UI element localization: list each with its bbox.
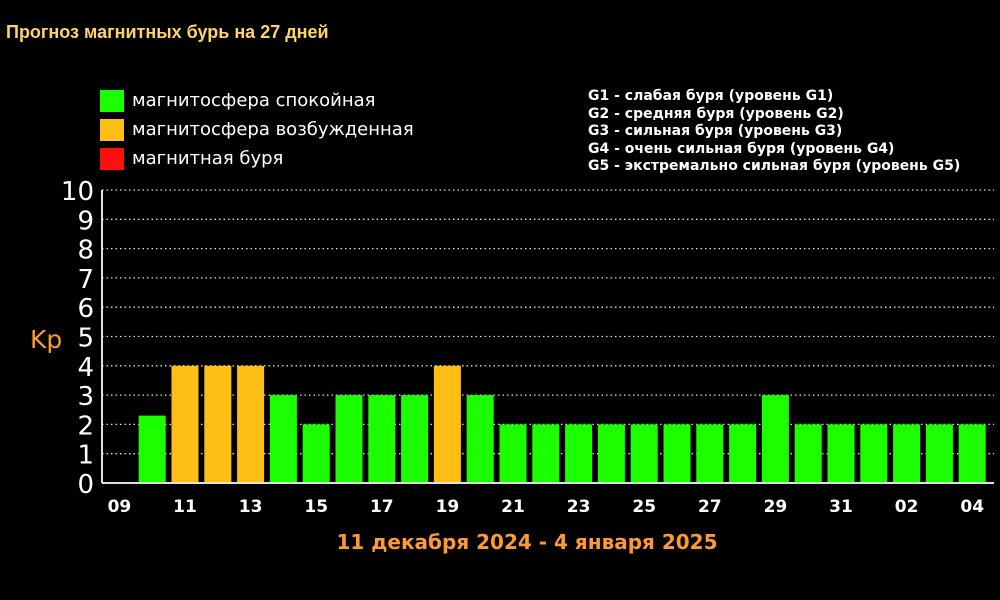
bar xyxy=(138,415,166,483)
bar xyxy=(958,424,986,483)
x-tick-label: 25 xyxy=(632,497,656,517)
bar xyxy=(335,395,363,483)
legend-swatch-quiet xyxy=(100,89,124,112)
bar xyxy=(597,424,625,483)
bar xyxy=(860,424,888,483)
level-g2: G2 - средняя буря (уровень G2) xyxy=(588,105,844,122)
page-title: Прогноз магнитных бурь на 27 дней xyxy=(6,22,329,42)
y-tick-label: 10 xyxy=(61,177,94,207)
level-g1: G1 - слабая буря (уровень G1) xyxy=(588,88,834,104)
x-tick-label: 02 xyxy=(895,497,919,517)
legend-label-excited: магнитосфера возбужденная xyxy=(132,119,414,140)
legend-swatch-excited xyxy=(100,118,124,141)
bar xyxy=(565,424,593,483)
bar xyxy=(269,395,297,483)
bar xyxy=(302,424,330,483)
bar xyxy=(171,365,199,483)
bar xyxy=(794,424,822,483)
y-tick-label: 4 xyxy=(77,353,94,383)
y-tick-label: 3 xyxy=(77,382,94,412)
legend-item-storm: магнитная буря xyxy=(100,144,414,173)
bar xyxy=(893,424,921,483)
level-g3: G3 - сильная буря (уровень G3) xyxy=(588,123,843,139)
y-tick-label: 9 xyxy=(77,206,94,236)
level-g5: G5 - экстремально сильная буря (уровень … xyxy=(588,158,961,174)
x-tick-label: 23 xyxy=(567,497,591,517)
x-tick-label: 17 xyxy=(370,497,394,517)
bar xyxy=(466,395,494,483)
legend-label-storm: магнитная буря xyxy=(132,148,284,169)
x-tick-label: 04 xyxy=(960,497,984,517)
bar xyxy=(729,424,757,483)
bar xyxy=(368,395,396,483)
x-tick-label: 31 xyxy=(829,497,853,517)
bar xyxy=(433,365,461,483)
level-g4: G4 - очень сильная буря (уровень G4) xyxy=(588,140,895,157)
bar xyxy=(499,424,527,483)
x-tick-label: 13 xyxy=(239,497,263,517)
bar xyxy=(532,424,560,483)
y-tick-label: 0 xyxy=(77,470,94,500)
bar xyxy=(827,424,855,483)
bar xyxy=(663,424,691,483)
y-tick-label: 8 xyxy=(77,236,94,266)
y-tick-label: 5 xyxy=(77,324,94,354)
x-axis-label: 11 декабря 2024 - 4 января 2025 xyxy=(336,530,717,554)
bar xyxy=(630,424,658,483)
bar xyxy=(204,365,232,483)
bar xyxy=(696,424,724,483)
x-tick-label: 19 xyxy=(436,497,460,517)
storm-levels-legend: G1 - слабая буря (уровень G1) G2 - средн… xyxy=(588,88,960,176)
bar xyxy=(237,365,265,483)
x-tick-label: 09 xyxy=(108,497,132,517)
y-axis-label: Kp xyxy=(30,325,62,354)
bar xyxy=(401,395,429,483)
x-tick-label: 21 xyxy=(501,497,525,517)
x-tick-label: 15 xyxy=(304,497,328,517)
y-tick-label: 1 xyxy=(77,441,94,471)
x-tick-label: 11 xyxy=(173,497,197,517)
legend-swatch-storm xyxy=(100,147,124,170)
status-legend: магнитосфера спокойная магнитосфера возб… xyxy=(100,86,414,173)
y-tick-label: 2 xyxy=(77,411,94,441)
x-tick-label: 27 xyxy=(698,497,722,517)
legend-label-quiet: магнитосфера спокойная xyxy=(132,90,376,111)
y-tick-label: 6 xyxy=(77,294,94,324)
bar xyxy=(925,424,953,483)
legend-item-quiet: магнитосфера спокойная xyxy=(100,86,414,115)
bar xyxy=(761,395,789,483)
x-tick-label: 29 xyxy=(764,497,788,517)
legend-item-excited: магнитосфера возбужденная xyxy=(100,115,414,144)
y-tick-label: 7 xyxy=(77,265,94,295)
